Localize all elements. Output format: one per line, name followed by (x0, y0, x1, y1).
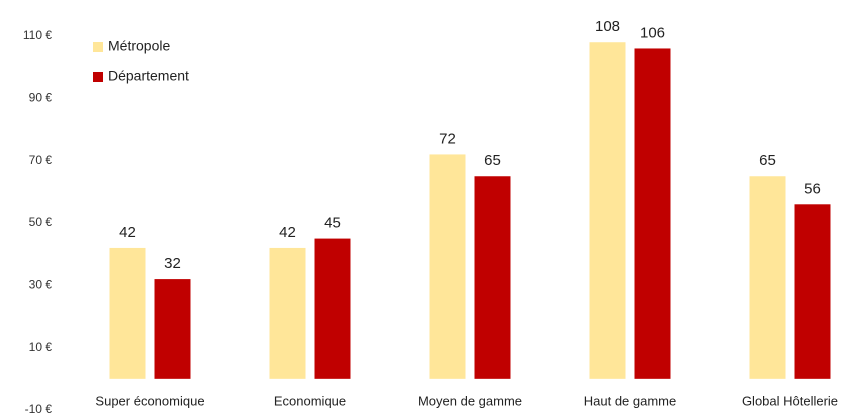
data-label: 45 (324, 215, 341, 232)
data-label: 65 (759, 152, 776, 169)
x-tick-label: Haut de gamme (584, 393, 677, 408)
bar (314, 238, 351, 379)
bar (749, 176, 786, 379)
bar (474, 176, 511, 379)
y-tick-label: 30 € (29, 278, 53, 292)
y-tick-label: 110 € (23, 28, 52, 42)
x-tick-label: Super économique (95, 393, 204, 408)
bar (794, 204, 831, 379)
legend-swatch (93, 42, 103, 52)
data-label: 42 (279, 224, 296, 241)
x-tick-label: Global Hôtellerie (742, 393, 838, 408)
bar (429, 154, 466, 379)
data-label: 65 (484, 152, 501, 169)
data-label: 42 (119, 224, 136, 241)
bar (154, 279, 191, 379)
y-tick-label: 70 € (29, 153, 53, 167)
x-tick-label: Moyen de gamme (418, 393, 522, 408)
data-label: 72 (439, 130, 456, 147)
y-tick-label: -10 € (25, 402, 53, 416)
y-tick-label: 10 € (29, 340, 53, 354)
data-label: 56 (804, 180, 821, 197)
bar (634, 48, 671, 379)
data-label: 108 (595, 18, 620, 35)
legend-label: Département (108, 68, 189, 84)
legend-label: Métropole (108, 38, 170, 54)
bar (109, 247, 146, 379)
bar (269, 247, 306, 379)
legend-swatch (93, 72, 103, 82)
y-tick-label: 90 € (29, 91, 53, 105)
bar (589, 42, 626, 379)
x-tick-label: Economique (274, 393, 346, 408)
y-tick-label: 50 € (29, 215, 53, 229)
data-label: 32 (164, 255, 181, 272)
data-label: 106 (640, 24, 665, 41)
